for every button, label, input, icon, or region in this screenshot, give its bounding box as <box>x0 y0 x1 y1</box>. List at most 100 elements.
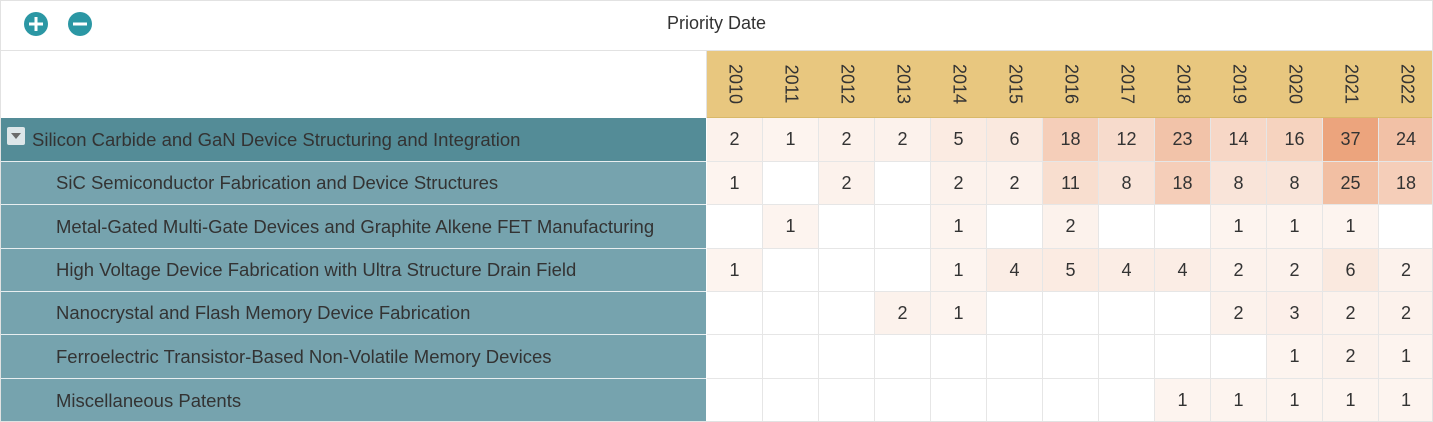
data-cell[interactable]: 2 <box>987 162 1043 205</box>
data-cell[interactable] <box>1155 205 1211 249</box>
data-cell[interactable] <box>819 292 875 335</box>
data-cell[interactable]: 1 <box>1267 335 1323 379</box>
data-cell[interactable]: 1 <box>1379 335 1432 379</box>
data-cell[interactable]: 2 <box>1323 335 1379 379</box>
data-cell[interactable] <box>763 292 819 335</box>
data-cell[interactable]: 18 <box>1379 162 1432 205</box>
expand-all-button[interactable] <box>24 12 48 36</box>
data-cell[interactable] <box>875 379 931 421</box>
data-cell[interactable] <box>763 249 819 292</box>
data-cell[interactable]: 4 <box>1099 249 1155 292</box>
row-group-header[interactable]: Silicon Carbide and GaN Device Structuri… <box>1 118 706 162</box>
column-header-2018[interactable]: 2018 <box>1155 51 1212 118</box>
data-cell[interactable]: 1 <box>763 205 819 249</box>
data-cell[interactable]: 14 <box>1211 118 1267 162</box>
data-cell[interactable]: 16 <box>1267 118 1323 162</box>
data-cell[interactable]: 1 <box>707 249 763 292</box>
data-cell[interactable]: 37 <box>1323 118 1379 162</box>
data-cell[interactable] <box>819 249 875 292</box>
data-cell[interactable]: 8 <box>1211 162 1267 205</box>
data-cell[interactable] <box>1043 379 1099 421</box>
data-cell[interactable] <box>707 292 763 335</box>
data-cell[interactable] <box>707 379 763 421</box>
row-header[interactable]: Metal-Gated Multi-Gate Devices and Graph… <box>1 205 706 249</box>
data-cell[interactable]: 1 <box>931 205 987 249</box>
data-cell[interactable] <box>819 335 875 379</box>
data-cell[interactable]: 1 <box>1379 379 1432 421</box>
data-cell[interactable] <box>987 205 1043 249</box>
row-header[interactable]: Miscellaneous Patents <box>1 379 706 421</box>
column-header-2019[interactable]: 2019 <box>1211 51 1268 118</box>
data-cell[interactable] <box>987 379 1043 421</box>
data-cell[interactable]: 2 <box>819 118 875 162</box>
data-cell[interactable]: 2 <box>1379 249 1432 292</box>
data-cell[interactable]: 18 <box>1155 162 1211 205</box>
data-cell[interactable] <box>1099 292 1155 335</box>
data-cell[interactable] <box>707 205 763 249</box>
column-header-2010[interactable]: 2010 <box>707 51 764 118</box>
data-cell[interactable]: 1 <box>931 292 987 335</box>
data-cell[interactable] <box>875 335 931 379</box>
collapse-all-button[interactable] <box>68 12 92 36</box>
data-cell[interactable] <box>987 335 1043 379</box>
data-cell[interactable] <box>707 335 763 379</box>
data-cell[interactable] <box>875 205 931 249</box>
data-cell[interactable]: 2 <box>1379 292 1432 335</box>
data-cell[interactable]: 1 <box>1323 205 1379 249</box>
collapse-row-toggle[interactable] <box>7 127 25 145</box>
data-cell[interactable]: 2 <box>1211 249 1267 292</box>
data-cell[interactable]: 18 <box>1043 118 1099 162</box>
data-cell[interactable]: 2 <box>819 162 875 205</box>
data-cell[interactable]: 25 <box>1323 162 1379 205</box>
data-cell[interactable]: 2 <box>931 162 987 205</box>
data-cell[interactable]: 23 <box>1155 118 1211 162</box>
data-cell[interactable]: 1 <box>1155 379 1211 421</box>
row-header[interactable]: SiC Semiconductor Fabrication and Device… <box>1 162 706 205</box>
data-cell[interactable]: 4 <box>1155 249 1211 292</box>
column-header-2017[interactable]: 2017 <box>1099 51 1156 118</box>
data-cell[interactable]: 8 <box>1099 162 1155 205</box>
data-cell[interactable]: 1 <box>1267 379 1323 421</box>
data-cell[interactable]: 1 <box>931 249 987 292</box>
data-cell[interactable]: 3 <box>1267 292 1323 335</box>
data-cell[interactable]: 2 <box>875 118 931 162</box>
data-cell[interactable]: 1 <box>1323 379 1379 421</box>
data-cell[interactable] <box>931 335 987 379</box>
data-cell[interactable]: 12 <box>1099 118 1155 162</box>
data-cell[interactable]: 6 <box>1323 249 1379 292</box>
column-header-2021[interactable]: 2021 <box>1323 51 1380 118</box>
column-header-2015[interactable]: 2015 <box>987 51 1044 118</box>
column-header-2020[interactable]: 2020 <box>1267 51 1324 118</box>
data-cell[interactable] <box>763 335 819 379</box>
data-cell[interactable] <box>1043 292 1099 335</box>
data-cell[interactable] <box>819 379 875 421</box>
column-header-2011[interactable]: 2011 <box>763 51 820 118</box>
data-cell[interactable] <box>1099 205 1155 249</box>
data-cell[interactable]: 4 <box>987 249 1043 292</box>
row-header[interactable]: Nanocrystal and Flash Memory Device Fabr… <box>1 292 706 335</box>
data-cell[interactable]: 5 <box>931 118 987 162</box>
data-cell[interactable] <box>1155 335 1211 379</box>
data-cell[interactable] <box>931 379 987 421</box>
data-cell[interactable] <box>1155 292 1211 335</box>
column-header-2022[interactable]: 2022 <box>1379 51 1432 118</box>
data-cell[interactable]: 1 <box>1267 205 1323 249</box>
data-cell[interactable]: 1 <box>1211 379 1267 421</box>
column-header-2013[interactable]: 2013 <box>875 51 932 118</box>
row-header[interactable]: High Voltage Device Fabrication with Ult… <box>1 249 706 292</box>
column-header-2016[interactable]: 2016 <box>1043 51 1100 118</box>
data-cell[interactable] <box>875 162 931 205</box>
data-cell[interactable]: 11 <box>1043 162 1099 205</box>
data-cell[interactable]: 8 <box>1267 162 1323 205</box>
data-cell[interactable] <box>819 205 875 249</box>
data-cell[interactable]: 2 <box>1211 292 1267 335</box>
data-cell[interactable] <box>875 249 931 292</box>
data-cell[interactable] <box>763 162 819 205</box>
data-cell[interactable] <box>1043 335 1099 379</box>
column-header-2014[interactable]: 2014 <box>931 51 988 118</box>
data-cell[interactable]: 1 <box>707 162 763 205</box>
data-cell[interactable]: 6 <box>987 118 1043 162</box>
data-cell[interactable]: 5 <box>1043 249 1099 292</box>
data-cell[interactable] <box>763 379 819 421</box>
data-cell[interactable] <box>1211 335 1267 379</box>
